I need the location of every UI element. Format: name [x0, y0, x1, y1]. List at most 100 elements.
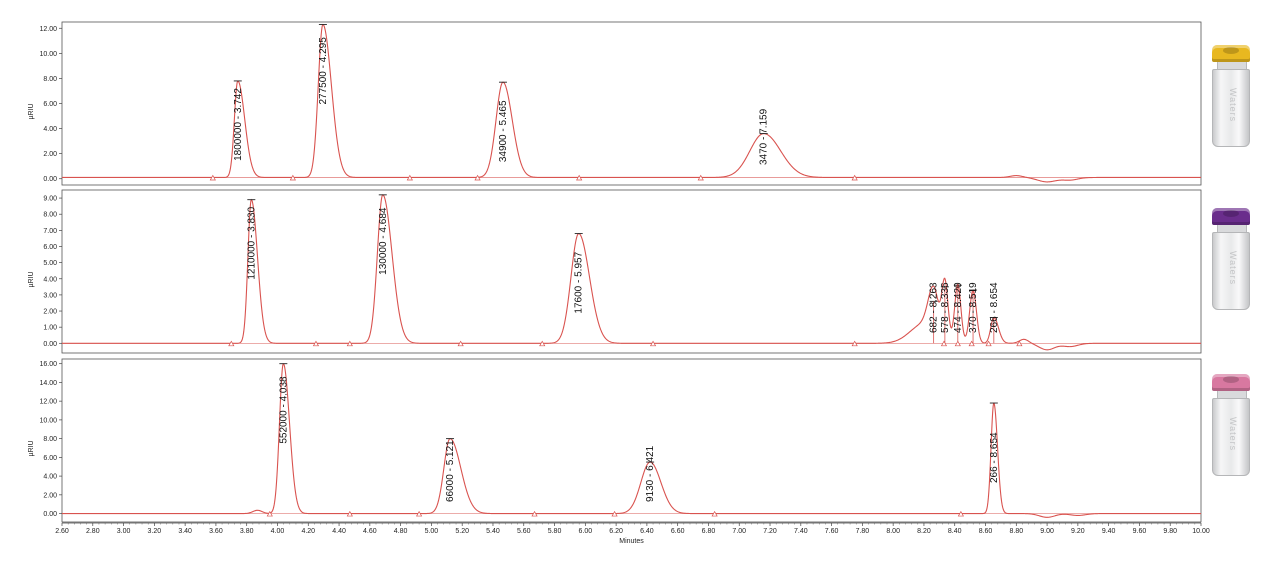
- y-tick-label: 7.00: [43, 228, 57, 235]
- y-tick-label: 2.00: [43, 492, 57, 499]
- x-tick-label: 6.40: [640, 528, 654, 535]
- integration-marker: [954, 340, 961, 347]
- x-axis-title: Minutes: [619, 538, 644, 545]
- x-tick-label: 5.40: [486, 528, 500, 535]
- peak-label: 578 - 8.336: [940, 282, 951, 333]
- plot-frame: [61, 189, 1202, 354]
- y-tick-label: 1.00: [43, 325, 57, 332]
- x-tick-label: 3.80: [240, 528, 254, 535]
- integration-marker: [649, 340, 657, 347]
- peak-label: 682 - 8.263: [929, 282, 940, 333]
- integration-marker: [611, 510, 618, 517]
- integration-marker: [851, 340, 858, 347]
- peak-label: 9130 - 6.421: [645, 445, 656, 502]
- vial-cap: [1212, 45, 1250, 62]
- x-tick-labels: 2.60 2.80 3.00 3.20 3.40 3.60 3.80 4.00 4.20 4.40…: [55, 528, 1210, 535]
- vial-cap: [1212, 374, 1250, 391]
- peak-label: 1800000 - 3.742: [233, 88, 244, 161]
- y-tick-label: 4.00: [43, 276, 57, 283]
- integration-marker: [474, 174, 481, 181]
- y-tick-label: 16.00: [39, 361, 57, 368]
- x-tick-label: 5.60: [517, 528, 531, 535]
- x-tick-label: 4.00: [271, 528, 285, 535]
- x-tick-label: 5.80: [548, 528, 562, 535]
- y-tick-label: 10.00: [39, 51, 57, 58]
- vial-cap: [1212, 208, 1250, 225]
- x-tick-label: 2.80: [86, 528, 100, 535]
- integration-marker: [851, 174, 858, 181]
- x-tick-label: 7.00: [732, 528, 746, 535]
- peak-label: 277500 - 4.295: [318, 37, 329, 105]
- y-tick-label: 0.00: [43, 341, 57, 348]
- y-tick-label: 9.00: [43, 196, 57, 203]
- peak-label: 552000 - 4.038: [278, 376, 289, 444]
- integration-marker: [957, 510, 964, 517]
- peak-label: 370 - 8.519: [968, 282, 979, 333]
- integration-marker: [289, 174, 296, 181]
- x-tick-label: 8.40: [948, 528, 962, 535]
- y-tick-label: 2.00: [43, 309, 57, 316]
- y-tick-label: 8.00: [43, 76, 57, 83]
- integration-marker: [697, 174, 704, 181]
- vial-brand-text: Waters: [1228, 417, 1238, 452]
- x-tick-label: 8.20: [917, 528, 931, 535]
- x-tick-label: 6.60: [671, 528, 685, 535]
- peak-label: 130000 - 4.684: [378, 207, 389, 275]
- peak-label: 66000 - 5.121: [445, 440, 456, 502]
- integration-marker: [457, 340, 464, 347]
- integration-marker: [1016, 340, 1023, 347]
- x-tick-label: 5.00: [425, 528, 439, 535]
- integration-marker: [228, 340, 235, 347]
- vial-neck: [1217, 391, 1247, 398]
- x-tick-label: 8.60: [979, 528, 993, 535]
- signal-trace: [62, 194, 1201, 351]
- signal-trace: [62, 23, 1201, 183]
- y-tick-label: 2.00: [43, 151, 57, 158]
- y-tick-label: 12.00: [39, 399, 57, 406]
- x-tick-label: 7.80: [856, 528, 870, 535]
- integration-marker: [209, 174, 216, 181]
- integration-marker: [576, 174, 583, 181]
- x-tick-label: 4.40: [332, 528, 346, 535]
- integration-marker: [346, 510, 353, 517]
- x-tick-label: 9.40: [1102, 528, 1116, 535]
- x-tick-label: 6.80: [702, 528, 716, 535]
- vial-brand-text: Waters: [1228, 88, 1238, 123]
- x-tick-label: 9.00: [1040, 528, 1054, 535]
- y-axis-title: µRIU: [28, 103, 35, 119]
- integration-marker: [406, 174, 413, 181]
- x-tick-label: 6.20: [609, 528, 623, 535]
- x-tick-label: 8.80: [1009, 528, 1023, 535]
- x-tick-label: 7.60: [825, 528, 839, 535]
- peak-label: 474 - 8.420: [953, 282, 964, 333]
- x-tick-label: 4.60: [363, 528, 377, 535]
- integration-marker: [531, 510, 538, 517]
- y-tick-label: 4.00: [43, 126, 57, 133]
- y-tick-label: 6.00: [43, 244, 57, 251]
- x-tick-label: 2.60: [55, 528, 69, 535]
- integration-marker: [985, 340, 992, 347]
- x-tick-label: 5.20: [455, 528, 469, 535]
- peak-label: 266 - 8.654: [989, 282, 1000, 333]
- x-tick-label: 3.00: [117, 528, 131, 535]
- sample-vial: Waters: [1208, 374, 1254, 476]
- x-tick-label: 7.20: [763, 528, 777, 535]
- x-tick-label: 9.60: [1133, 528, 1147, 535]
- x-tick-label: 6.00: [579, 528, 593, 535]
- y-tick-label: 6.00: [43, 455, 57, 462]
- y-axis-title: µRIU: [28, 271, 35, 287]
- y-tick-label: 5.00: [43, 260, 57, 267]
- x-tick-label: 3.40: [178, 528, 192, 535]
- plot-frame: [61, 358, 1202, 523]
- y-tick-label: 0.00: [43, 176, 57, 183]
- x-tick-label: 8.00: [886, 528, 900, 535]
- vial-neck: [1217, 62, 1247, 69]
- x-tick-label: 9.80: [1163, 528, 1177, 535]
- x-tick-label: 3.60: [209, 528, 223, 535]
- vial-body: Waters: [1212, 69, 1250, 147]
- chromatogram-panel: 0.00 2.00 4.00 6.00 8.00 10.00 12.00 14.00 16.00…: [28, 358, 1202, 523]
- y-tick-label: 4.00: [43, 474, 57, 481]
- y-tick-label: 14.00: [39, 380, 57, 387]
- integration-marker: [711, 510, 718, 517]
